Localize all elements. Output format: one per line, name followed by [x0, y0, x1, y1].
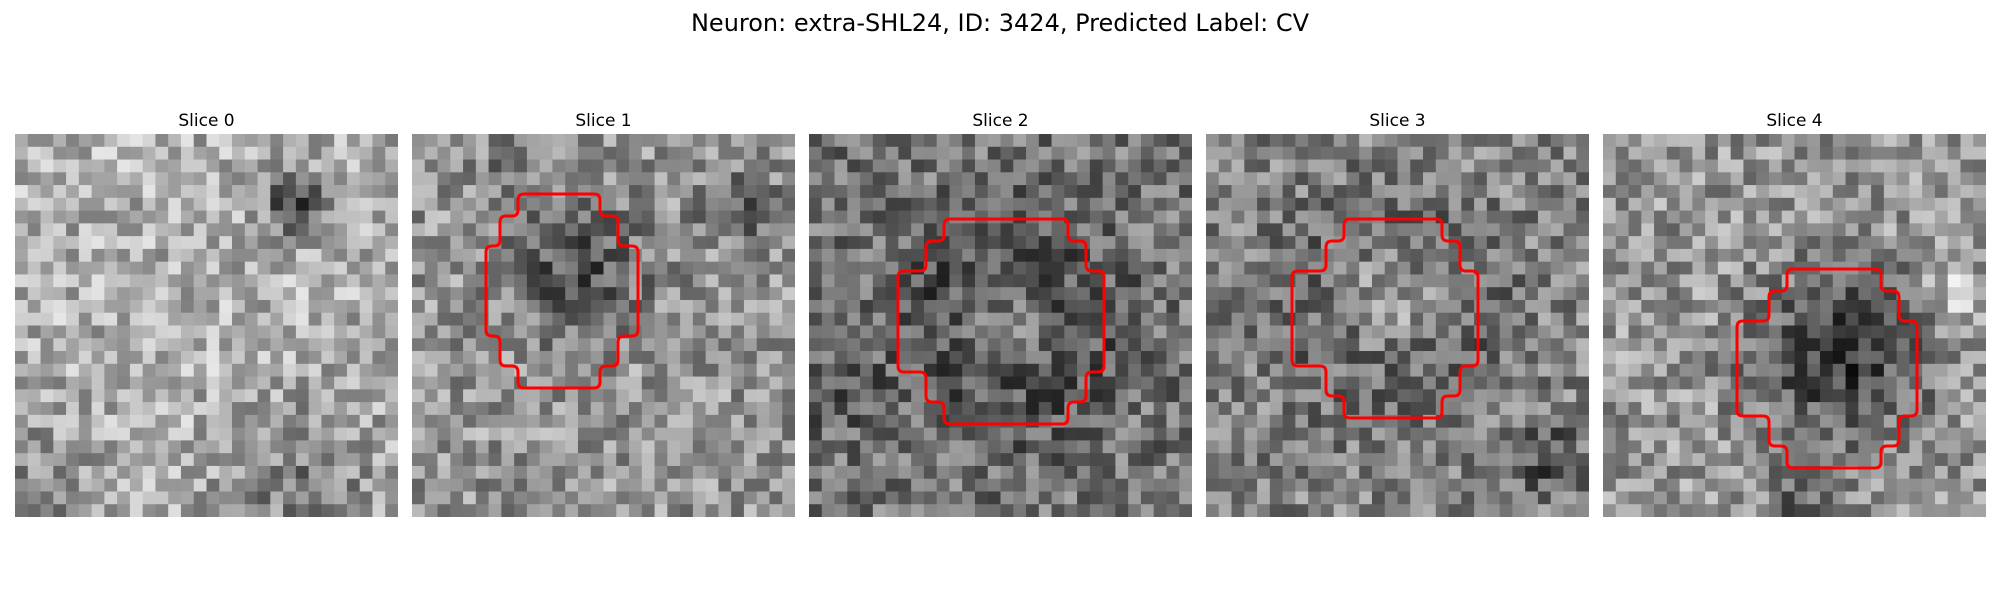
panel-slice-0: Slice 0	[15, 108, 398, 134]
grayscale-pixels	[15, 134, 398, 517]
figure-title: Neuron: extra-SHL24, ID: 3424, Predicted…	[0, 6, 2000, 40]
slice-image	[809, 134, 1192, 517]
panel-title: Slice 4	[1603, 108, 1986, 134]
slice-image	[15, 134, 398, 517]
slice-image	[412, 134, 795, 517]
panel-title: Slice 3	[1206, 108, 1589, 134]
panel-slice-4: Slice 4	[1603, 108, 1986, 134]
slice-image	[1206, 134, 1589, 517]
grayscale-pixels	[1603, 134, 1986, 517]
grayscale-pixels	[1206, 134, 1589, 517]
panel-title: Slice 0	[15, 108, 398, 134]
panel-title: Slice 2	[809, 108, 1192, 134]
panel-slice-3: Slice 3	[1206, 108, 1589, 134]
grayscale-pixels	[809, 134, 1192, 517]
grayscale-pixels	[412, 134, 795, 517]
slice-image	[1603, 134, 1986, 517]
panel-slice-1: Slice 1	[412, 108, 795, 134]
panel-title: Slice 1	[412, 108, 795, 134]
panel-slice-2: Slice 2	[809, 108, 1192, 134]
